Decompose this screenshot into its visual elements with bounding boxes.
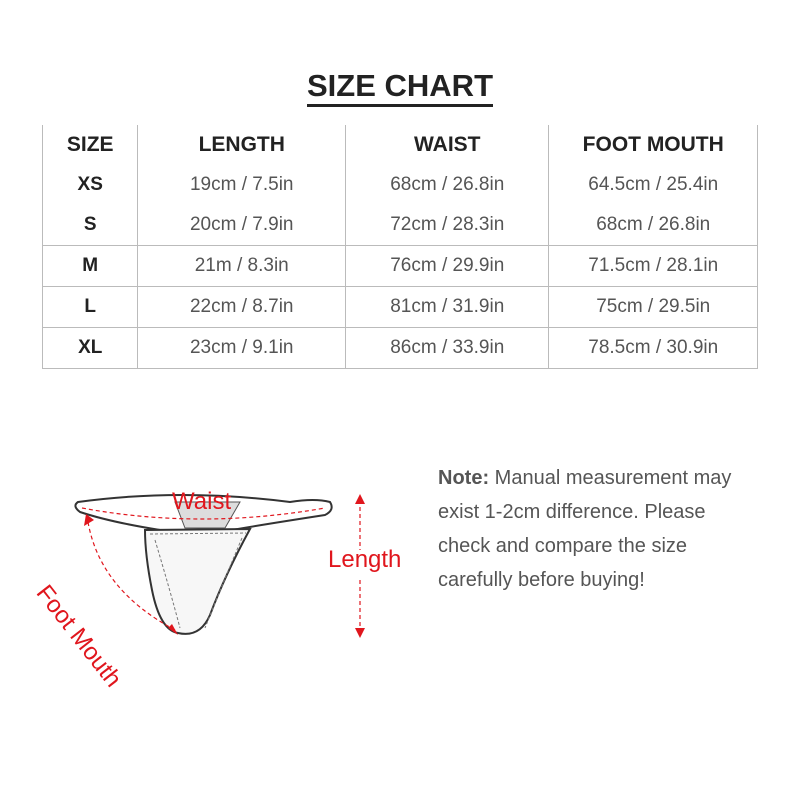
page-title: SIZE CHART	[0, 68, 800, 107]
note-text: Manual measurement may exist 1-2cm diffe…	[438, 467, 732, 591]
measurement-cell: 21m / 8.3in	[137, 245, 347, 287]
column-header: WAIST	[345, 125, 550, 165]
table-row: XL 23cm / 9.1in 86cm / 33.9in 78.5cm / 30.9…	[41, 327, 758, 369]
size-table: SIZE LENGTH WAIST FOOT MOUTH XS 19cm / 7.5in…	[41, 125, 758, 369]
underwear-illustration	[74, 494, 365, 638]
table-row: XS 19cm / 7.5in 68cm / 26.8in 64.5cm / 25.4…	[41, 165, 758, 205]
size-cell: XS	[41, 165, 139, 205]
column-header: FOOT MOUTH	[548, 125, 758, 165]
waist-label: Waist	[172, 488, 232, 515]
measurement-cell: 68cm / 26.8in	[548, 205, 758, 246]
table-header: SIZE LENGTH WAIST FOOT MOUTH	[41, 125, 758, 165]
measurement-cell: 86cm / 33.9in	[345, 327, 550, 369]
length-label: Length	[328, 546, 402, 573]
table-row: M 21m / 8.3in 76cm / 29.9in 71.5cm / 28.1in	[41, 245, 758, 287]
measurement-cell: 19cm / 7.5in	[137, 165, 347, 205]
size-cell: M	[41, 245, 139, 287]
column-header: LENGTH	[137, 125, 347, 165]
measurement-cell: 72cm / 28.3in	[345, 205, 550, 246]
size-cell: S	[41, 205, 139, 246]
measurement-cell: 64.5cm / 25.4in	[548, 165, 758, 205]
measurement-cell: 76cm / 29.9in	[345, 245, 550, 287]
table-row: S 20cm / 7.9in 72cm / 28.3in 68cm / 26.8in	[41, 205, 758, 246]
measurement-cell: 75cm / 29.5in	[548, 286, 758, 328]
measurement-cell: 22cm / 8.7in	[137, 286, 347, 328]
measurement-cell: 71.5cm / 28.1in	[548, 245, 758, 287]
measurement-note: Note: Manual measurement may exist 1-2cm…	[438, 461, 758, 597]
measurement-cell: 68cm / 26.8in	[345, 165, 550, 205]
measurement-cell: 81cm / 31.9in	[345, 286, 550, 328]
measurement-cell: 20cm / 7.9in	[137, 205, 347, 246]
measurement-cell: 78.5cm / 30.9in	[548, 327, 758, 369]
table-row: L 22cm / 8.7in 81cm / 31.9in 75cm / 29.5in	[41, 286, 758, 328]
size-cell: L	[41, 286, 139, 328]
size-cell: XL	[41, 327, 139, 369]
measurement-cell: 23cm / 9.1in	[137, 327, 347, 369]
column-header: SIZE	[41, 125, 139, 165]
measurement-diagram: Waist Length Foot Mouth	[31, 480, 410, 692]
note-label: Note:	[438, 467, 490, 489]
